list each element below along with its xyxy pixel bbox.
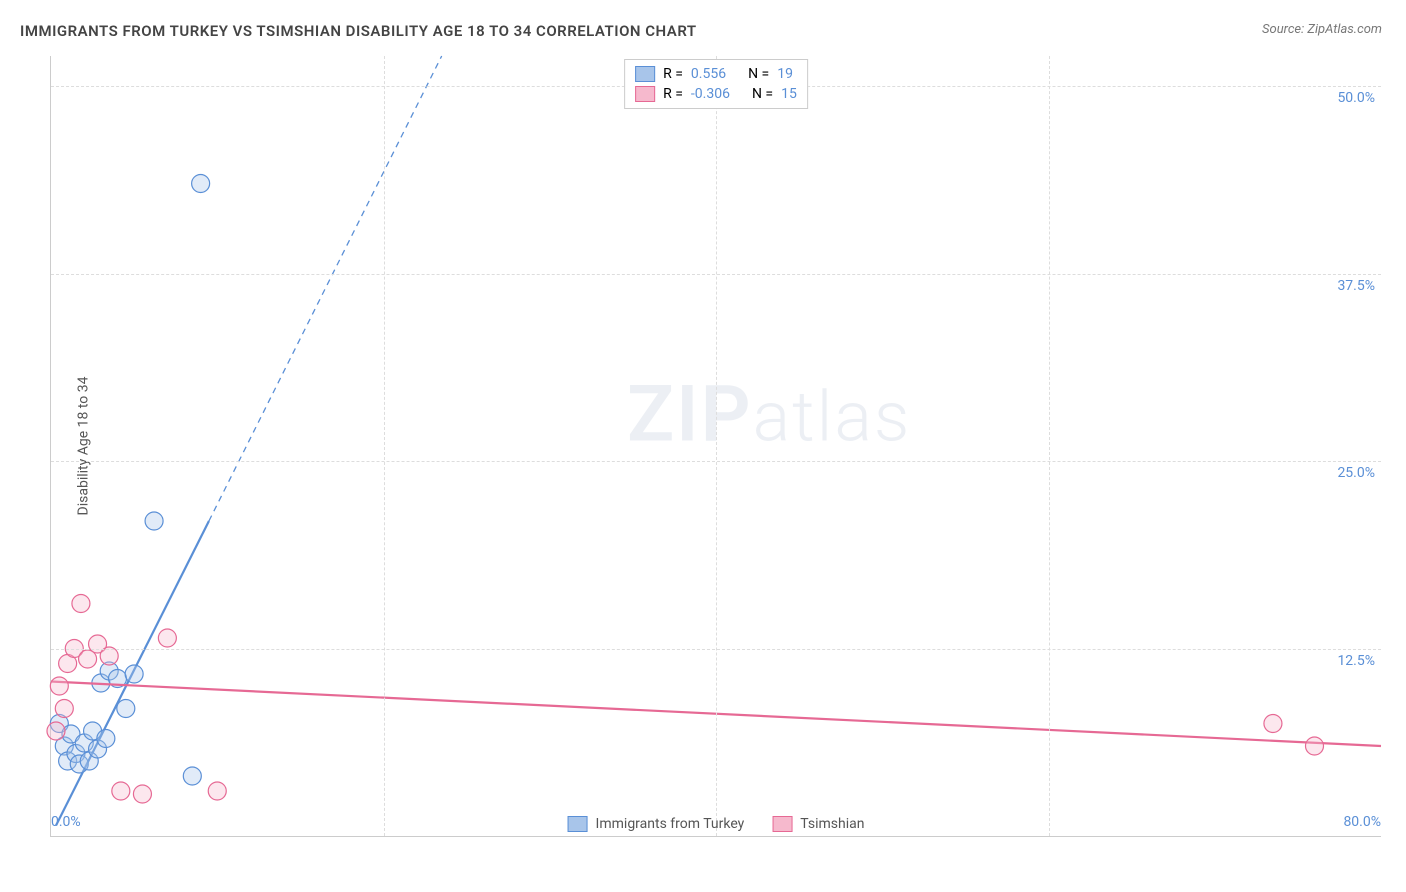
swatch-turkey	[635, 66, 655, 82]
swatch-tsimshian-2	[772, 816, 792, 832]
r-value-tsimshian: -0.306	[691, 86, 730, 102]
n-value-turkey: 19	[777, 66, 793, 82]
series-label-turkey: Immigrants from Turkey	[596, 816, 745, 832]
series-legend: Immigrants from Turkey Tsimshian	[568, 816, 865, 832]
r-label: R =	[663, 86, 683, 102]
y-tick: 25.0%	[1337, 465, 1375, 481]
x-tick: 80.0%	[1343, 814, 1381, 830]
x-tick: 0.0%	[51, 814, 81, 830]
n-label: N =	[748, 66, 769, 82]
plot-area: ZIPatlas R = 0.556 N = 19 R = -0.306 N =…	[50, 56, 1381, 837]
legend-item-tsimshian: Tsimshian	[772, 816, 864, 832]
legend-row-turkey: R = 0.556 N = 19	[635, 64, 797, 84]
chart-title: IMMIGRANTS FROM TURKEY VS TSIMSHIAN DISA…	[20, 22, 697, 40]
y-tick: 37.5%	[1337, 278, 1375, 294]
legend-row-tsimshian: R = -0.306 N = 15	[635, 84, 797, 104]
r-value-turkey: 0.556	[691, 66, 726, 82]
y-tick: 12.5%	[1337, 653, 1375, 669]
series-label-tsimshian: Tsimshian	[800, 816, 864, 832]
swatch-turkey-2	[568, 816, 588, 832]
legend-item-turkey: Immigrants from Turkey	[568, 816, 745, 832]
n-label: N =	[752, 86, 773, 102]
r-label: R =	[663, 66, 683, 82]
n-value-tsimshian: 15	[781, 86, 797, 102]
correlation-legend: R = 0.556 N = 19 R = -0.306 N = 15	[624, 59, 808, 109]
source-attribution: Source: ZipAtlas.com	[1262, 22, 1382, 37]
swatch-tsimshian	[635, 86, 655, 102]
y-tick: 50.0%	[1337, 90, 1375, 106]
